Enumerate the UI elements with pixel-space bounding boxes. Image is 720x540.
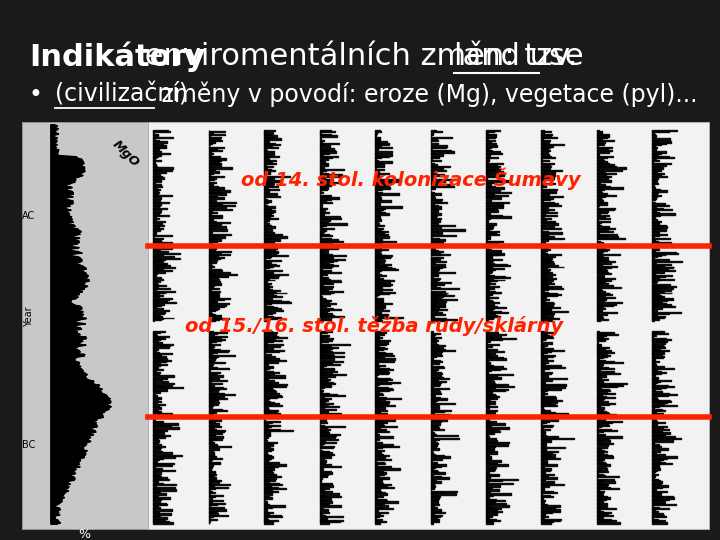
Text: land use: land use xyxy=(454,42,583,71)
Text: •: • xyxy=(29,83,50,106)
Text: BC: BC xyxy=(22,440,35,450)
Text: %: % xyxy=(78,528,91,540)
Text: Indikátory: Indikátory xyxy=(29,42,205,72)
Text: od 15./16. stol. těžba rudy/sklárny: od 15./16. stol. těžba rudy/sklárny xyxy=(185,316,564,336)
Text: změny v povodí: eroze (Mg), vegetace (pyl)...: změny v povodí: eroze (Mg), vegetace (py… xyxy=(154,82,698,107)
Text: (civilizační): (civilizační) xyxy=(55,83,188,106)
Bar xyxy=(148,122,709,529)
Text: MgO: MgO xyxy=(110,138,142,170)
Text: AC: AC xyxy=(22,211,35,221)
Text: enviromentálních změn: tzv.: enviromentálních změn: tzv. xyxy=(135,42,588,71)
Text: od 14. stol. kolonizace Šumavy: od 14. stol. kolonizace Šumavy xyxy=(240,167,580,190)
Bar xyxy=(22,122,148,529)
Text: Year: Year xyxy=(24,307,34,327)
Bar xyxy=(22,122,709,529)
